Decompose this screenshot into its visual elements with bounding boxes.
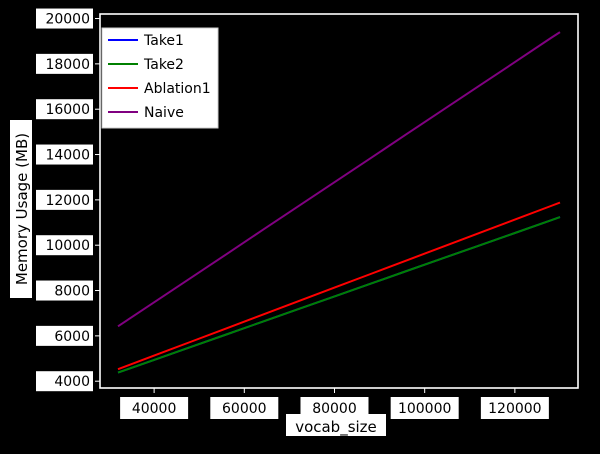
y-tick-label: 12000 xyxy=(45,193,90,209)
legend-label-ablation1: Ablation1 xyxy=(144,81,211,97)
y-tick-label-background xyxy=(36,280,93,301)
y-tick-label: 16000 xyxy=(45,102,90,118)
y-axis-label-group: Memory Usage (MB) xyxy=(10,120,32,298)
x-tick-label: 40000 xyxy=(132,401,177,417)
y-tick-label-background xyxy=(36,189,93,210)
x-tick-label: 80000 xyxy=(312,401,357,417)
x-axis: 40000 60000 80000 100000 120000 xyxy=(120,388,549,419)
y-tick-label: 4000 xyxy=(54,374,90,390)
series-line-ablation1 xyxy=(117,201,561,371)
series-line-take2 xyxy=(117,216,561,374)
x-tick-label: 120000 xyxy=(488,401,541,417)
y-axis: 4000 6000 8000 10000 12000 14000 16000 18000 200… xyxy=(36,8,100,392)
y-tick-label-background xyxy=(36,53,93,74)
x-axis-label-group: vocab_size xyxy=(286,414,386,437)
y-tick-label-background xyxy=(36,235,93,256)
x-tick-label-background xyxy=(300,397,369,419)
y-tick-label-background xyxy=(36,371,93,392)
series-layer xyxy=(117,31,561,374)
y-axis-label-background xyxy=(10,120,32,298)
x-tick-label-background xyxy=(120,397,189,419)
y-tick-label: 14000 xyxy=(45,148,90,164)
legend-label-take1: Take1 xyxy=(143,33,184,49)
x-tick-label-background xyxy=(210,397,279,419)
series-line-naive xyxy=(117,31,561,328)
x-tick-label: 60000 xyxy=(222,401,267,417)
y-tick-label-background xyxy=(36,8,93,29)
legend-label-naive: Naive xyxy=(144,105,184,121)
legend: Take1 Take2 Ablation1 Naive xyxy=(101,27,219,129)
x-tick-label: 100000 xyxy=(398,401,451,417)
x-axis-label-background xyxy=(286,414,386,436)
x-axis-label: vocab_size xyxy=(295,418,377,437)
y-tick-label-background xyxy=(36,325,93,346)
y-tick-label: 6000 xyxy=(54,329,90,345)
x-tick-label-background xyxy=(390,397,459,419)
y-axis-label: Memory Usage (MB) xyxy=(13,133,31,285)
y-tick-label: 20000 xyxy=(45,12,90,28)
y-tick-label: 18000 xyxy=(45,57,90,73)
y-tick-label-background xyxy=(36,144,93,165)
y-tick-label: 10000 xyxy=(45,238,90,254)
y-tick-label-background xyxy=(36,99,93,120)
y-tick-label: 8000 xyxy=(54,284,90,300)
x-tick-label-background xyxy=(480,397,549,419)
legend-label-take2: Take2 xyxy=(143,57,184,73)
